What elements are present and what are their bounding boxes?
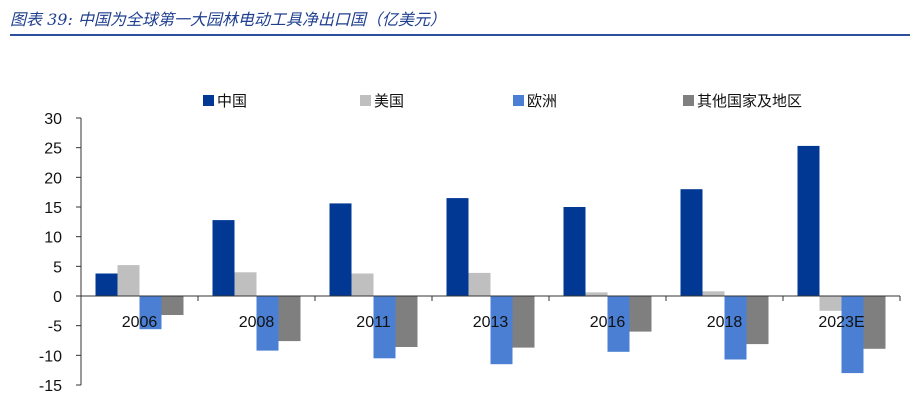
bar-2006-s3 (161, 296, 184, 315)
y-tick-label: 0 (53, 289, 62, 306)
bar-2023E-s2 (841, 296, 864, 374)
bar-2013-s2 (490, 296, 513, 365)
legend-label: 美国 (374, 92, 404, 110)
legend-swatch (360, 95, 371, 106)
bar-2023E-s3 (863, 296, 886, 349)
legend-label: 其他国家及地区 (697, 92, 802, 110)
bar-2023E-s0 (797, 145, 820, 296)
bar-2011-s1 (351, 273, 374, 296)
y-tick-label: 20 (44, 170, 62, 187)
y-tick-label: 10 (44, 230, 62, 247)
legend: 中国 美国 欧洲 其他国家及地区 (203, 92, 802, 110)
x-tick-labels: 2006 2008 2011 2013 2016 2018 2023E (122, 314, 865, 331)
bar-2008-s0 (212, 220, 235, 296)
y-tick-label: 5 (53, 259, 62, 276)
legend-swatch (513, 95, 524, 106)
legend-label: 中国 (217, 92, 247, 110)
bar-2018-s1 (702, 291, 725, 296)
y-tick-label: 30 (44, 111, 62, 128)
bar-2008-s3 (278, 296, 301, 342)
bars (95, 145, 886, 374)
x-tick-label: 2008 (239, 314, 275, 331)
x-tick-label: 2011 (356, 314, 391, 331)
bar-2008-s1 (234, 272, 257, 296)
bar-2006-s0 (95, 273, 118, 296)
bar-2018-s2 (724, 296, 747, 360)
legend-label: 欧洲 (527, 92, 557, 110)
y-tick-label: -5 (48, 319, 62, 336)
bar-2016-s3 (629, 296, 652, 332)
legend-swatch (683, 95, 694, 106)
x-tick-label: 2018 (707, 314, 743, 331)
legend-swatch (203, 95, 214, 106)
x-tick-label: 2006 (122, 314, 158, 331)
bar-2011-s0 (329, 203, 352, 296)
bar-2018-s0 (680, 189, 703, 296)
y-tick-label: -10 (39, 348, 62, 365)
bar-2016-s2 (607, 296, 630, 352)
bar-2023E-s1 (819, 296, 842, 311)
bar-2008-s2 (256, 296, 279, 351)
x-tick-label: 2016 (590, 314, 626, 331)
x-axis (80, 295, 901, 301)
x-tick-label: 2023E (818, 314, 864, 331)
y-tick-label: -15 (39, 378, 62, 395)
bar-2011-s3 (395, 296, 418, 347)
bar-2013-s3 (512, 296, 535, 348)
bar-2013-s0 (446, 198, 469, 296)
y-tick-label: 15 (44, 200, 62, 217)
bar-2016-s0 (563, 207, 586, 296)
bar-2011-s2 (373, 296, 396, 359)
y-axis: 30 25 20 15 10 5 0 -5 -10 -15 (39, 111, 82, 395)
figure-title: 图表 39: 中国为全球第一大园林电动工具净出口国（亿美元） (10, 10, 446, 29)
x-tick-label: 2013 (473, 314, 509, 331)
title-rule (10, 34, 910, 36)
bar-2006-s2 (139, 296, 162, 330)
bar-2013-s1 (468, 272, 491, 296)
bar-2016-s1 (585, 292, 608, 296)
bar-2006-s1 (117, 265, 140, 296)
bar-2018-s3 (746, 296, 769, 345)
y-tick-label: 25 (44, 141, 62, 158)
